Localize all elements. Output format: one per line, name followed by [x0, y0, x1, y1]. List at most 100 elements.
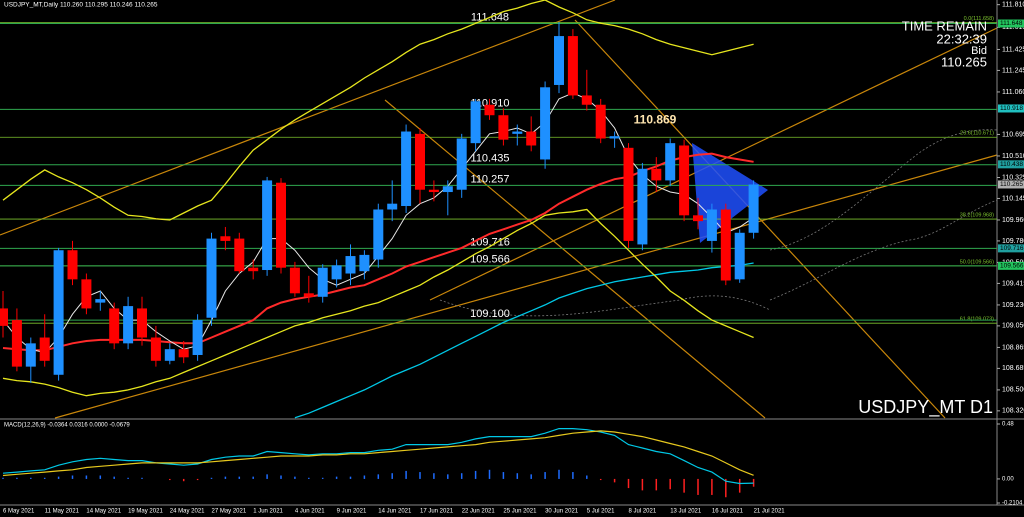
candle-body [206, 238, 217, 318]
candle-body [276, 182, 286, 268]
candle-body [0, 308, 8, 326]
x-tick-label: 8 Jul 2021 [629, 509, 657, 515]
candle-body [567, 36, 578, 96]
level-label: 110.435 [471, 153, 510, 165]
price-marker [998, 104, 1024, 113]
x-tick-label: 5 Jul 2021 [587, 509, 615, 515]
candle-body [317, 267, 328, 297]
x-tick-label: 4 Jun 2021 [295, 509, 325, 515]
ma-line [294, 262, 754, 419]
candle-body [651, 168, 662, 181]
candle-body [734, 232, 745, 280]
watermark: USDJPY_MT D1 [858, 397, 993, 418]
price-marker [998, 244, 1024, 253]
time-remain-label: TIME REMAIN [902, 18, 987, 33]
candle-body [248, 267, 259, 272]
price-marker-label: 111.648 [1000, 20, 1023, 27]
candle-body [470, 101, 481, 144]
ma-line [2, 208, 754, 397]
candle-body [67, 250, 78, 280]
bid-price: 110.265 [941, 54, 987, 69]
candle-body [498, 115, 509, 140]
y-tick-label: 109.050 [1002, 323, 1024, 330]
candle-body [679, 145, 690, 216]
candle-body [53, 250, 64, 375]
trend-line [384, 99, 766, 419]
candle-body [387, 203, 398, 210]
candle-body [595, 104, 606, 139]
candle-body [137, 308, 147, 338]
price-marker-label: 110.918 [1000, 105, 1023, 112]
candle-body [178, 349, 189, 358]
y-tick-label: 110.510 [1002, 153, 1024, 160]
candle-body [11, 320, 22, 367]
candle-body [623, 147, 634, 241]
candle-body [540, 87, 551, 160]
y-tick-label: 111.245 [1002, 67, 1024, 74]
y-tick-label: 109.415 [1002, 280, 1024, 287]
macd-signal-line [2, 430, 754, 477]
y-tick-label: 108.320 [1002, 408, 1024, 415]
cloud [439, 129, 998, 317]
chart-title: USDJPY_MT,Daily [4, 2, 59, 9]
candle-body [123, 306, 134, 344]
candle-body [693, 215, 703, 222]
cloud-edge [769, 129, 998, 251]
candle-body [415, 133, 425, 190]
candle-body [262, 180, 273, 271]
x-tick-label: 14 Jun 2021 [378, 509, 412, 515]
x-tick-label: 22 Jun 2021 [462, 509, 496, 515]
x-tick-label: 19 May 2021 [128, 509, 163, 515]
y-tick-label: 110.695 [1002, 131, 1024, 138]
candle-body [512, 131, 523, 134]
x-tick-label: 17 Jun 2021 [420, 509, 454, 515]
fibo-label: 38.2(109.968) [960, 212, 994, 218]
candle-body [39, 337, 50, 361]
x-tick-label: 21 Jul 2021 [754, 509, 786, 515]
annotation-price: 110.869 [634, 112, 677, 126]
x-tick-label: 13 Jul 2021 [670, 509, 702, 515]
x-tick-label: 14 May 2021 [86, 509, 121, 515]
x-tick-label: 27 May 2021 [212, 509, 247, 515]
candle-body [456, 138, 467, 190]
time-remain: 22:32:39 [936, 31, 987, 46]
candle-body [192, 320, 203, 355]
y-tick-label: 109.230 [1002, 302, 1024, 309]
y-tick-label: 109.960 [1002, 217, 1024, 224]
candle-body [401, 131, 412, 207]
candle-body [109, 308, 120, 344]
fibo-label: 23.6(110.671) [960, 131, 994, 137]
candle-body [303, 293, 314, 297]
level-label: 109.566 [470, 254, 510, 266]
candle-body [442, 186, 453, 193]
y-tick-label: 111.060 [1002, 89, 1024, 96]
x-tick-label: 11 May 2021 [45, 509, 80, 515]
price-marker [998, 180, 1024, 189]
candle-body [234, 238, 245, 272]
cloud-edge [439, 295, 771, 317]
candle-body [331, 265, 342, 280]
y-tick-label: 111.875 [1002, 0, 1024, 1]
fibo-label: 50.0(109.566) [960, 259, 994, 265]
macd-y-tick-label: -0.2104 [1002, 501, 1023, 507]
candle-body [609, 136, 620, 139]
y-tick-label: 109.780 [1002, 238, 1024, 245]
y-tick-label: 108.500 [1002, 387, 1024, 394]
macd-y-tick-label: 0.00 [1002, 477, 1014, 483]
candle-body [554, 36, 564, 85]
macd-main-line [2, 428, 754, 485]
candle-body [665, 143, 676, 181]
trend-line [54, 154, 998, 419]
y-tick-label: 108.865 [1002, 344, 1024, 351]
bid-label: Bid [971, 45, 987, 57]
candle-body [150, 337, 161, 361]
y-tick-label: 110.145 [1002, 195, 1024, 202]
candle-body [289, 267, 300, 294]
candle-body [526, 131, 537, 146]
price-marker-label: 110.265 [1000, 181, 1023, 188]
candle-body [706, 209, 717, 241]
x-tick-label: 25 Jun 2021 [503, 509, 537, 515]
